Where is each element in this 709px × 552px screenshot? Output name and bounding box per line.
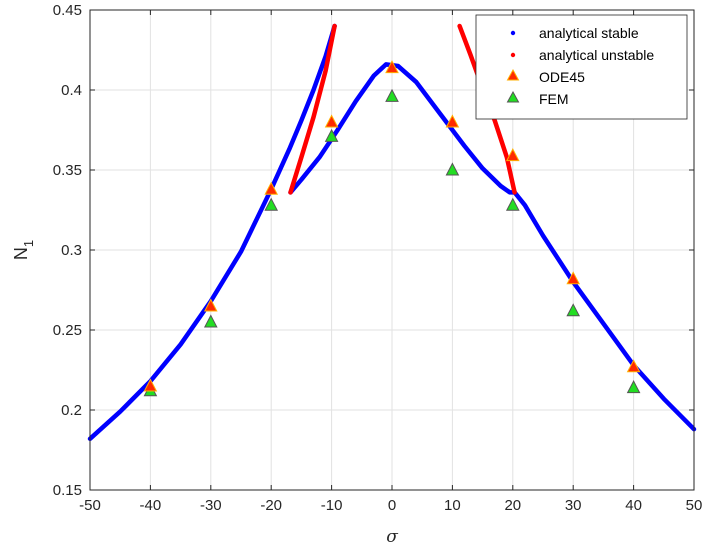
y-tick-label: 0.25 xyxy=(53,322,82,339)
y-axis-ticks: 0.15 0.2 0.25 0.3 0.35 0.4 0.45 xyxy=(53,2,694,499)
x-tick-label: 40 xyxy=(625,497,642,514)
ode45-point xyxy=(385,60,399,74)
x-axis-ticks: -50 -40 -30 -20 -10 0 10 20 30 40 50 xyxy=(79,10,702,514)
fem-point xyxy=(324,128,339,142)
legend-stable-label: analytical stable xyxy=(539,25,639,41)
fem-point xyxy=(264,197,279,211)
ode45-point xyxy=(264,181,279,195)
x-tick-label: 30 xyxy=(565,497,582,514)
y-axis-label: N1 xyxy=(11,240,36,260)
ode45-point xyxy=(626,359,641,373)
series-lines xyxy=(87,23,697,442)
fem-point xyxy=(385,88,399,102)
x-tick-label: -30 xyxy=(200,497,222,514)
fem-point xyxy=(505,197,520,211)
legend-ode45-marker xyxy=(506,68,520,81)
stable-curve-1 xyxy=(288,62,517,195)
fem-point xyxy=(566,303,581,317)
legend-unstable-label: analytical unstable xyxy=(539,47,654,63)
ode45-point xyxy=(566,271,581,285)
x-tick-label: 20 xyxy=(504,497,521,514)
x-tick-label: -20 xyxy=(260,497,282,514)
x-tick-label: -10 xyxy=(321,497,343,514)
y-tick-label: 0.4 xyxy=(61,82,82,99)
y-tick-label: 0.3 xyxy=(61,242,82,259)
legend-fem-label: FEM xyxy=(539,91,569,107)
ode45-point xyxy=(143,378,158,392)
fem-point xyxy=(445,162,460,176)
x-tick-label: 0 xyxy=(388,497,396,514)
y-tick-label: 0.15 xyxy=(53,482,82,499)
markers xyxy=(143,60,641,397)
legend-unstable-marker xyxy=(510,52,516,58)
svg-text:N1: N1 xyxy=(11,240,36,260)
stable-curve-2 xyxy=(512,190,697,432)
ode45-point xyxy=(445,114,460,128)
ode45-point xyxy=(203,298,218,312)
y-axis-label-subscript: 1 xyxy=(21,240,36,247)
y-axis-label-main: N xyxy=(11,247,31,260)
legend-ode45-label: ODE45 xyxy=(539,69,585,85)
x-tick-label: -40 xyxy=(140,497,162,514)
x-tick-label: 50 xyxy=(686,497,703,514)
fem-point xyxy=(203,314,218,328)
ode45-point xyxy=(505,148,520,162)
x-tick-label: -50 xyxy=(79,497,101,514)
fem-point xyxy=(626,380,641,394)
y-tick-label: 0.35 xyxy=(53,162,82,179)
ode45-point xyxy=(324,114,339,128)
legend-stable-marker xyxy=(510,30,516,36)
legend-fem-marker xyxy=(506,90,520,103)
legend: analytical stable analytical unstable OD… xyxy=(475,14,688,120)
x-axis-label: σ xyxy=(386,527,398,547)
unstable-curve-0 xyxy=(288,23,337,195)
x-tick-label: 10 xyxy=(444,497,461,514)
y-tick-label: 0.45 xyxy=(53,2,82,19)
y-tick-label: 0.2 xyxy=(61,402,82,419)
stable-curve-0 xyxy=(87,23,337,442)
